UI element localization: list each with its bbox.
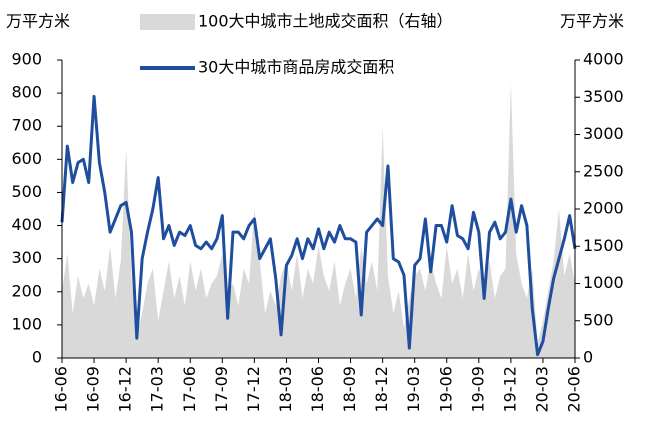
legend-label: 30大中城市商品房成交面积 (198, 58, 394, 77)
y2-axis-unit: 万平方米 (560, 12, 624, 31)
y2-tick-label: 2000 (583, 199, 624, 218)
line (60, 94, 577, 357)
y-tick-label: 200 (11, 281, 42, 300)
x-tick-label: 16-09 (84, 366, 103, 413)
y2-tick-label: 2500 (583, 161, 624, 180)
y-tick-label: 800 (11, 83, 42, 102)
legend-label: 100大中城市土地成交面积（右轴） (198, 12, 453, 31)
x-tick-label: 18-03 (276, 366, 295, 413)
x-tick-label: 17-09 (212, 366, 231, 413)
y2-tick-label: 1000 (583, 273, 624, 292)
x-tick-label: 18-12 (372, 366, 391, 413)
x-tick-label: 19-06 (436, 366, 455, 413)
x-tick-label: 19-09 (468, 366, 487, 413)
x-tick-label: 18-09 (340, 366, 359, 413)
y-tick-label: 900 (11, 50, 42, 69)
x-tick-label: 16-06 (52, 366, 71, 413)
x-tick-label: 18-06 (308, 366, 327, 413)
y-tick-label: 100 (11, 314, 42, 333)
x-tick-label: 20-03 (532, 366, 551, 413)
x-tick-label: 19-03 (404, 366, 423, 413)
y2-tick-label: 4000 (583, 50, 624, 69)
x-tick-label: 17-06 (180, 366, 199, 413)
area (62, 82, 575, 358)
y2-tick-label: 3000 (583, 124, 624, 143)
y2-tick-label: 3500 (583, 87, 624, 106)
y-tick-label: 600 (11, 149, 42, 168)
x-tick-label: 19-12 (500, 366, 519, 413)
legend-swatch (140, 14, 195, 30)
y2-tick-label: 0 (583, 348, 593, 367)
y-tick-label: 300 (11, 248, 42, 267)
y2-tick-label: 1500 (583, 236, 624, 255)
x-tick-label: 17-03 (148, 366, 167, 413)
y-tick-label: 0 (32, 348, 42, 367)
x-tick-label: 17-12 (244, 366, 263, 413)
x-tick-label: 16-12 (116, 366, 135, 413)
y-tick-label: 700 (11, 116, 42, 135)
y2-tick-label: 500 (583, 310, 614, 329)
y-tick-label: 400 (11, 215, 42, 234)
x-tick-label: 20-06 (565, 366, 584, 413)
y-axis-unit: 万平方米 (6, 12, 70, 31)
y-tick-label: 500 (11, 182, 42, 201)
